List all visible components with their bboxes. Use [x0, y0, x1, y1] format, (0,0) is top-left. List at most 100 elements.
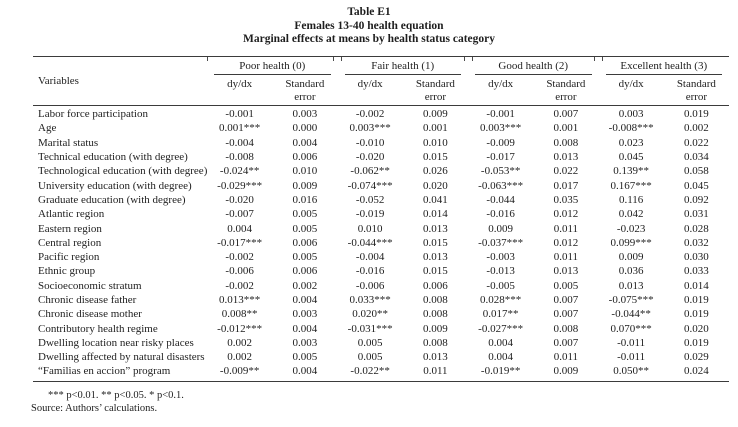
cell-dydx: -0.011 [617, 351, 646, 364]
cell-standard-error: 0.000 [292, 122, 318, 135]
cell-standard-error: 0.012 [553, 236, 579, 249]
cell-standard-error: 0.006 [292, 265, 318, 278]
row-label: University education (with degree) [38, 179, 192, 192]
cell-standard-error: 0.007 [553, 336, 579, 349]
cell-standard-error: 0.041 [423, 193, 448, 206]
table-row: Chronic disease mother 0.008** 0.003 0.020*… [33, 307, 729, 321]
cell-dydx: 0.004 [488, 336, 513, 349]
table-row: Age 0.001*** 0.000 0.003*** 0.001 0.003*** 0.0… [33, 121, 729, 135]
row-label: Age [38, 122, 57, 135]
cell-dydx: -0.005 [486, 279, 515, 292]
cell-dydx: -0.004 [225, 136, 254, 149]
cell-dydx: -0.044 [486, 193, 515, 206]
row-label: Eastern region [38, 222, 102, 235]
subheader-row: dy/dx Standard error [468, 75, 599, 105]
table-header: Variables Poor health (0) dy/dx Standard… [33, 56, 729, 106]
cell-standard-error: 0.035 [553, 193, 579, 206]
subheader-error: error [294, 90, 316, 103]
results-table: Variables Poor health (0) dy/dx Standard… [33, 56, 729, 382]
cell-dydx: -0.008*** [608, 122, 654, 135]
subheader-standard: Standard [546, 78, 586, 90]
cell-standard-error: 0.008 [553, 136, 579, 149]
cell-dydx: -0.020 [355, 151, 385, 164]
cell-standard-error: 0.011 [553, 222, 579, 235]
subheader-standard-error: Standard error [272, 78, 337, 103]
table-body: Labor force participation -0.001 0.003 -0.0… [33, 106, 729, 382]
cell-dydx: -0.002 [225, 251, 254, 264]
cell-dydx: 0.045 [618, 151, 644, 164]
source-note: Source: Authors’ calculations. [31, 402, 158, 414]
cell-dydx: 0.050** [613, 365, 649, 378]
table-row: University education (with degree) -0.029… [33, 178, 729, 192]
column-separator-tick [602, 57, 603, 61]
row-label: Atlantic region [38, 208, 105, 221]
cell-dydx: 0.099*** [610, 236, 652, 249]
cell-standard-error: 0.008 [553, 322, 579, 335]
group-label: Poor health (0) [214, 57, 331, 75]
column-separator-tick [333, 57, 334, 61]
cell-dydx: -0.012*** [217, 322, 263, 335]
cell-dydx: -0.029*** [217, 179, 263, 192]
table-row: Contributory health regime -0.012*** 0.004… [33, 321, 729, 335]
row-label: Graduate education (with degree) [38, 193, 186, 206]
cell-dydx: -0.001 [225, 108, 254, 121]
cell-dydx: -0.024** [219, 165, 260, 178]
variables-column-header: Variables [38, 75, 79, 87]
group-header-good-health: Good health (2) dy/dx Standard error [468, 57, 599, 105]
cell-standard-error: 0.005 [292, 222, 318, 235]
row-label: Dwelling affected by natural disasters [38, 351, 205, 364]
row-label: Chronic disease father [38, 294, 137, 306]
subheader-dydx: dy/dx [227, 78, 253, 90]
cell-standard-error: 0.015 [423, 236, 448, 249]
cell-standard-error: 0.019 [684, 308, 709, 321]
cell-standard-error: 0.006 [292, 151, 318, 164]
cell-dydx: -0.009 [486, 136, 515, 149]
cell-standard-error: 0.016 [292, 193, 318, 206]
column-separator-tick [207, 57, 208, 61]
column-separator-tick [464, 57, 465, 61]
table-row: Technological education (with degree) -0.… [33, 164, 729, 178]
cell-standard-error: 0.009 [423, 322, 448, 335]
group-label: Excellent health (3) [605, 57, 722, 75]
cell-dydx: 0.013*** [219, 294, 261, 306]
cell-dydx: 0.003*** [349, 122, 391, 135]
cell-standard-error: 0.031 [684, 208, 709, 221]
cell-dydx: -0.074*** [347, 179, 393, 192]
cell-dydx: 0.042 [618, 208, 644, 221]
cell-standard-error: 0.008 [423, 308, 448, 321]
cell-dydx: 0.023 [618, 136, 644, 149]
cell-standard-error: 0.019 [684, 108, 709, 121]
cell-standard-error: 0.030 [684, 251, 709, 264]
row-label: Technical education (with degree) [38, 151, 188, 164]
cell-standard-error: 0.019 [684, 336, 709, 349]
group-label: Good health (2) [475, 57, 592, 75]
column-separator-tick [594, 57, 595, 61]
cell-dydx: 0.116 [618, 193, 644, 206]
table-row: Central region -0.017*** 0.006 -0.044*** 0.0… [33, 236, 729, 250]
cell-dydx: 0.010 [357, 222, 383, 235]
cell-dydx: 0.003 [618, 108, 644, 121]
cell-dydx: -0.023 [616, 222, 646, 235]
cell-standard-error: 0.010 [292, 165, 318, 178]
cell-standard-error: 0.008 [423, 294, 448, 306]
cell-dydx: 0.008** [221, 308, 258, 321]
cell-standard-error: 0.002 [292, 279, 318, 292]
table-row: Labor force participation -0.001 0.003 -0.0… [33, 107, 729, 121]
table-row: Graduate education (with degree) -0.020 0.… [33, 193, 729, 207]
table-footnotes: *** p<0.01. ** p<0.05. * p<0.1. Source: … [31, 390, 184, 415]
subheader-row: dy/dx Standard error [207, 75, 338, 105]
cell-dydx: -0.013 [486, 265, 515, 278]
cell-standard-error: 0.011 [553, 251, 579, 264]
cell-standard-error: 0.005 [292, 208, 318, 221]
cell-standard-error: 0.003 [292, 108, 318, 121]
cell-standard-error: 0.007 [553, 294, 579, 306]
subheader-standard-error: Standard error [664, 78, 729, 103]
cell-standard-error: 0.013 [423, 351, 448, 364]
subheader-dydx: dy/dx [357, 78, 383, 90]
cell-dydx: -0.006 [355, 279, 385, 292]
row-label: Dwelling location near risky places [38, 336, 194, 349]
table-subtitle-description: Marginal effects at means by health stat… [243, 33, 495, 45]
cell-standard-error: 0.022 [684, 136, 709, 149]
table-number: Table E1 [347, 6, 391, 18]
group-label: Fair health (1) [344, 57, 461, 75]
